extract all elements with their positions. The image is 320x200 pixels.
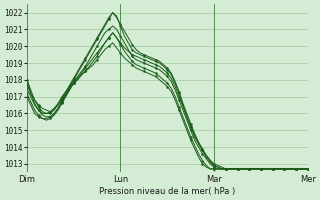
X-axis label: Pression niveau de la mer( hPa ): Pression niveau de la mer( hPa ) <box>99 187 236 196</box>
